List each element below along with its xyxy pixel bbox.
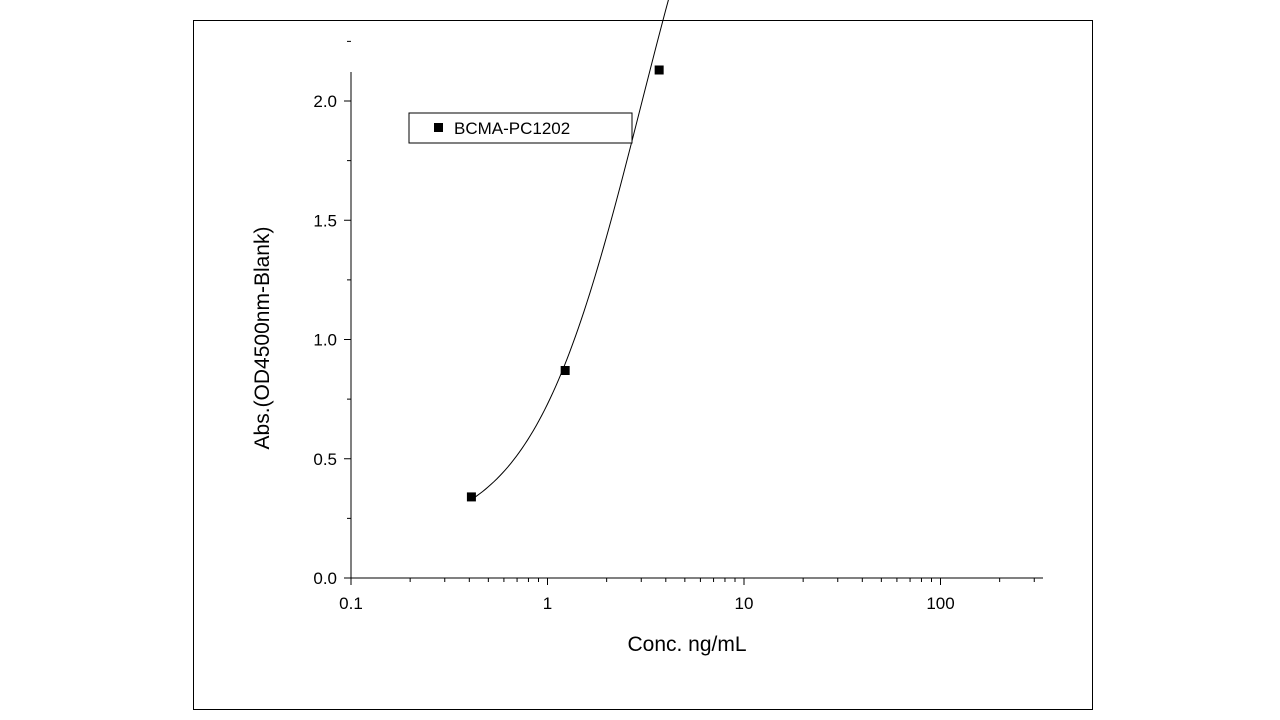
x-tick-label: 10 <box>735 594 754 613</box>
x-tick-label: 100 <box>926 594 954 613</box>
x-axis-title: Conc. ng/mL <box>627 633 746 656</box>
data-point <box>560 366 570 376</box>
data-point <box>654 65 664 75</box>
axes <box>344 40 1043 585</box>
legend-box <box>408 112 633 144</box>
fit-curve-group <box>471 0 669 501</box>
y-tick-label: 0.0 <box>313 569 337 588</box>
fit-curve <box>471 0 669 501</box>
chart-frame <box>193 20 1093 710</box>
y-axis-title: Abs.(OD4500nm-Blank) <box>251 227 274 450</box>
legend-label: BCMA-PC1202 <box>454 119 570 138</box>
legend: BCMA-PC1202 <box>408 112 633 144</box>
y-tick-label: 1.0 <box>313 331 337 350</box>
data-points <box>466 65 664 502</box>
x-tick-label: 1 <box>543 594 552 613</box>
y-tick-label: 2.0 <box>313 92 337 111</box>
x-tick-label: 0.1 <box>339 594 363 613</box>
data-point <box>466 492 476 502</box>
y-tick-label: 1.5 <box>313 211 337 230</box>
legend-marker <box>434 123 443 132</box>
y-tick-label: 0.5 <box>313 450 337 469</box>
